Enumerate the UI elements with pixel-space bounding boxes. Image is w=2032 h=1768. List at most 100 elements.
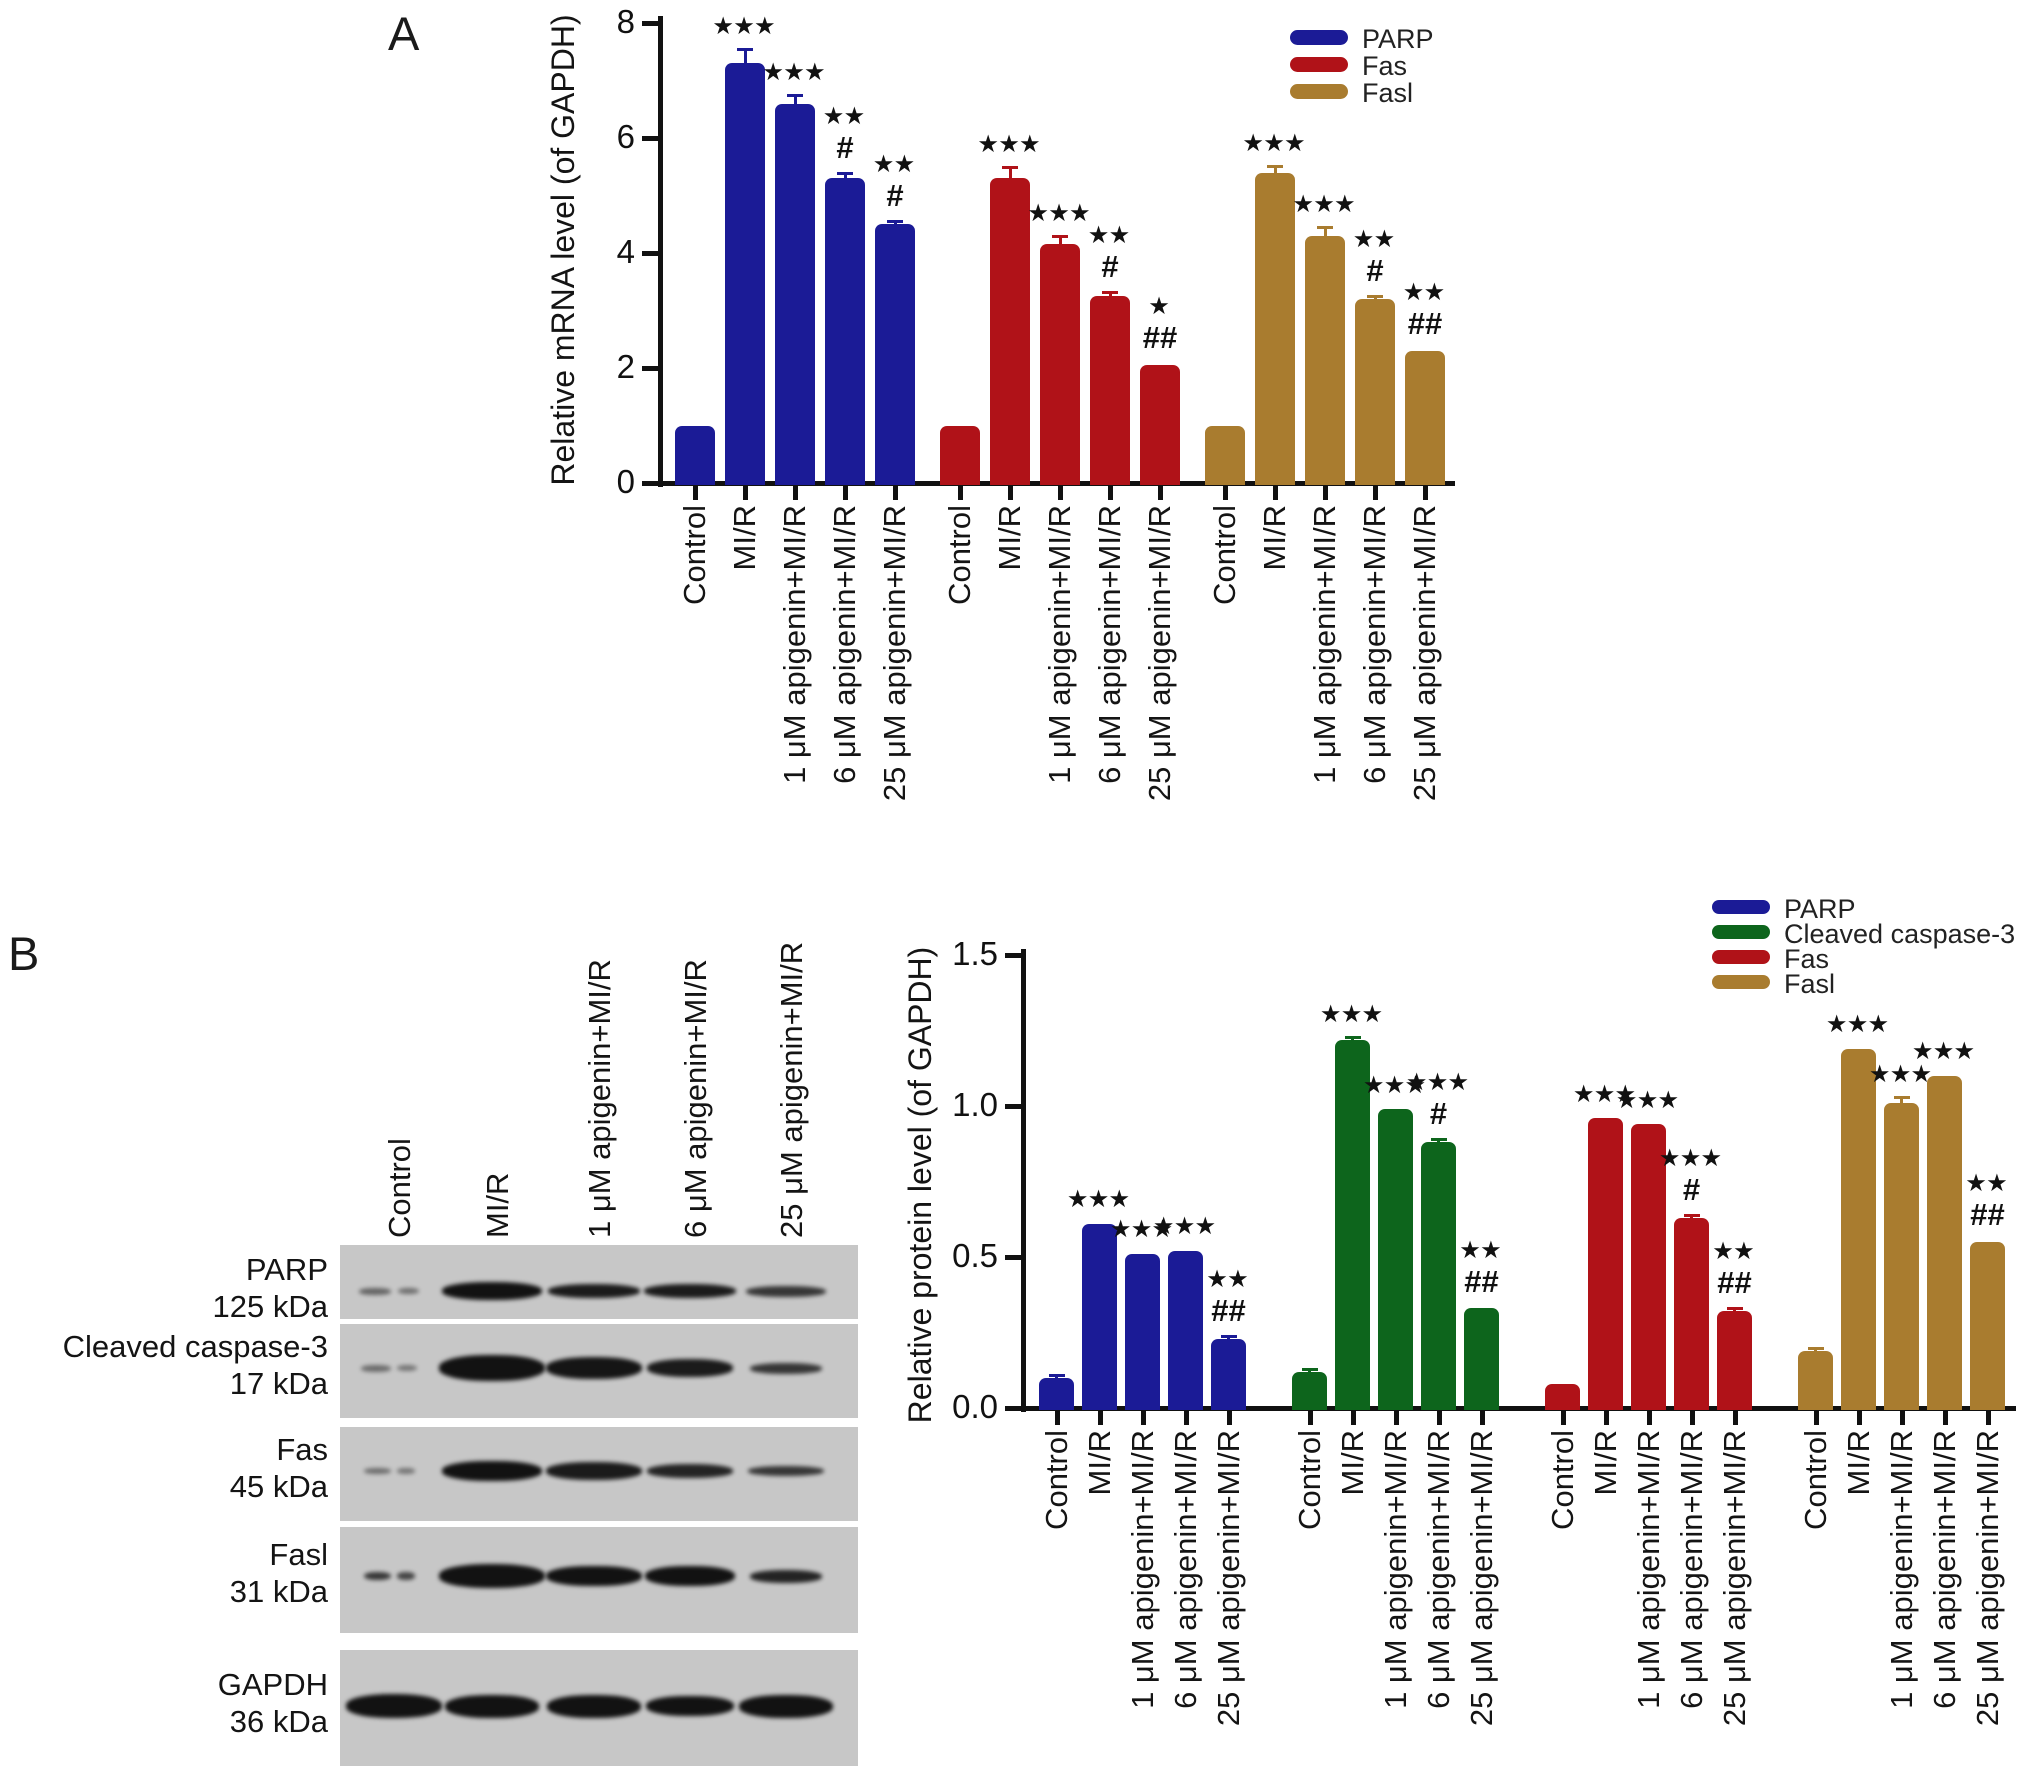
significance-stars: ★★★ <box>1827 1013 1890 1037</box>
legend-label-parp: PARP <box>1784 894 1856 924</box>
significance-stars: ★ <box>1149 295 1171 319</box>
bar-fasl-mi-r <box>1255 172 1295 485</box>
x-category-label: 1 μM apigenin+MI/R <box>1377 1430 1413 1709</box>
bar-fas-6-m-apigenin-mi-r <box>1674 1217 1709 1410</box>
error-bar-stem <box>1900 1096 1903 1108</box>
bar-fasl-6-m-apigenin-mi-r <box>1927 1075 1962 1410</box>
blot-band <box>439 1355 545 1381</box>
blot-lane-label: 6 μM apigenin+MI/R <box>678 959 713 1238</box>
significance-marks: ★ ## <box>1085 293 1235 355</box>
error-bar-cap <box>787 93 803 97</box>
x-category-label: 1 μM apigenin+MI/R <box>1124 1430 1160 1709</box>
x-tick-mark <box>1307 1411 1313 1425</box>
significance-stars: ★★★ <box>763 60 827 84</box>
significance-hash: ## <box>1407 306 1443 342</box>
error-bar-cap <box>1048 1373 1065 1377</box>
y-tick-label: 1.5 <box>952 935 998 972</box>
blot-band <box>364 1468 391 1475</box>
significance-marks: ★★ # <box>820 151 970 213</box>
significance-hash: # <box>886 177 904 213</box>
x-tick-mark <box>1393 1411 1399 1425</box>
x-tick-mark <box>1942 1411 1948 1425</box>
significance-marks: ★★★ # <box>1364 1069 1514 1131</box>
x-category-label: 25 μM apigenin+MI/R <box>877 505 912 802</box>
x-tick-mark <box>1856 1411 1862 1425</box>
bar-cleaved-caspase-3-control <box>1292 1371 1327 1410</box>
x-category-label: 25 μM apigenin+MI/R <box>1407 505 1442 802</box>
bar-parp-control <box>1039 1377 1074 1410</box>
blot-protein-name: Fas <box>276 1432 328 1467</box>
blot-band <box>364 1572 391 1581</box>
blot-band <box>647 1359 733 1377</box>
legend-label-parp: PARP <box>1362 24 1434 54</box>
bar-fas-control <box>1545 1383 1580 1410</box>
significance-marks: ★★★ <box>1250 191 1400 219</box>
x-category-label: 6 μM apigenin+MI/R <box>1357 505 1392 784</box>
error-bar-cap <box>887 219 903 223</box>
significance-stars: ★★ <box>1966 1172 2009 1196</box>
blot-band <box>746 1285 826 1297</box>
x-tick-mark <box>1158 486 1163 500</box>
significance-stars: ★★★ <box>1111 1218 1174 1242</box>
y-tick-label: 1.0 <box>952 1086 998 1123</box>
blot-row-label-parp: PARP 125 kDa <box>16 1251 328 1325</box>
x-category-label: 6 μM apigenin+MI/R <box>1926 1430 1962 1709</box>
error-bar-stem <box>1690 1214 1693 1223</box>
bar-fas-25-m-apigenin-mi-r <box>1717 1311 1752 1410</box>
blot-band <box>547 1694 641 1718</box>
legend-chip-fas <box>1290 57 1348 72</box>
significance-hash: # <box>1101 249 1119 285</box>
legend-chip-cleaved-caspase-3 <box>1712 925 1770 939</box>
significance-marks: ★★★ <box>1068 1216 1218 1244</box>
blot-band <box>739 1694 833 1718</box>
x-tick-mark <box>1479 1411 1485 1425</box>
bar-fasl-1-m-apigenin-mi-r <box>1884 1102 1919 1410</box>
blot-band <box>397 1287 419 1295</box>
error-bar-stem <box>1373 296 1377 304</box>
x-tick-mark <box>1813 1411 1819 1425</box>
x-category-label: 25 μM apigenin+MI/R <box>1716 1430 1752 1727</box>
error-bar-stem <box>793 94 797 109</box>
error-bar-stem <box>1008 166 1012 184</box>
blot-band <box>546 1566 642 1586</box>
blot-row-label-cleaved-caspase-3: Cleaved caspase-3 17 kDa <box>16 1328 328 1402</box>
significance-marks: ★★★ <box>1827 1061 1977 1089</box>
blot-protein-name: PARP <box>245 1252 328 1287</box>
panel-b-letter: B <box>8 927 40 980</box>
significance-marks: ★★★ <box>1784 1011 1934 1039</box>
error-bar-stem <box>1733 1308 1736 1317</box>
x-tick-mark <box>1985 1411 1991 1425</box>
bar-cleaved-caspase-3-6-m-apigenin-mi-r <box>1421 1142 1456 1410</box>
legend-label-cleaved-caspase-3: Cleaved caspase-3 <box>1784 919 2016 949</box>
blot-band <box>748 1466 824 1476</box>
x-tick-mark <box>743 486 748 500</box>
error-bar-cap <box>1344 1035 1361 1039</box>
bar-fas-mi-r <box>990 178 1030 485</box>
significance-marks: ★★★ <box>1111 1213 1261 1241</box>
error-bar-cap <box>1317 226 1333 230</box>
bar-fasl-25-m-apigenin-mi-r <box>1970 1241 2005 1410</box>
x-category-label: 1 μM apigenin+MI/R <box>777 505 812 784</box>
bar-fas-mi-r <box>1588 1118 1623 1410</box>
bar-fas-25-m-apigenin-mi-r <box>1140 365 1180 485</box>
x-category-label: Control <box>677 505 712 605</box>
blot-protein-kda: 36 kDa <box>229 1704 328 1739</box>
blot-band <box>361 1364 391 1372</box>
x-tick-mark <box>1603 1411 1609 1425</box>
error-bar-stem <box>1055 1374 1058 1383</box>
blot-band <box>397 1468 415 1474</box>
blot-lane-label: 1 μM apigenin+MI/R <box>582 959 617 1238</box>
blot-strip-parp <box>340 1245 858 1319</box>
y-tick-label: 0 <box>616 463 635 500</box>
legend-chip-parp <box>1712 900 1770 914</box>
significance-stars: ★★ <box>874 152 916 176</box>
y-tick-mark <box>1005 1104 1021 1109</box>
error-bar-stem <box>1227 1335 1230 1344</box>
significance-marks: ★★ ## <box>1913 1170 2032 1232</box>
blot-lane-label: 25 μM apigenin+MI/R <box>774 941 809 1238</box>
error-bar-cap <box>1726 1307 1743 1311</box>
significance-marks: ★★★ <box>935 131 1085 159</box>
legend-chip-fasl <box>1290 84 1348 99</box>
error-bar-stem <box>843 172 847 184</box>
